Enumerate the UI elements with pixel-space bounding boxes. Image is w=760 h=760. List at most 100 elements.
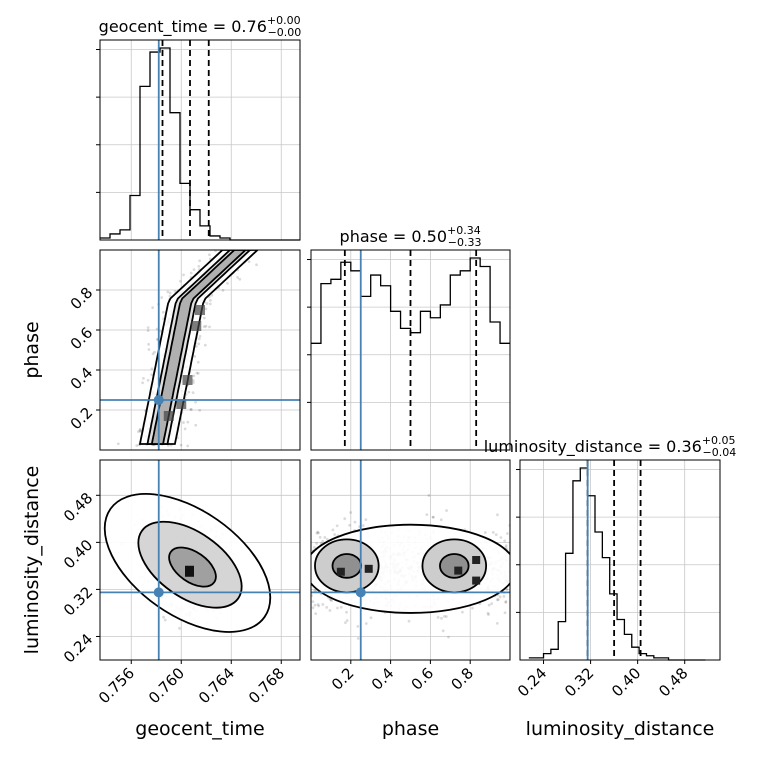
sample-point [186, 444, 190, 448]
sample-point [193, 355, 197, 358]
sample-point [221, 288, 225, 292]
sample-point [330, 599, 333, 602]
sample-point [496, 598, 499, 602]
sample-point [502, 595, 506, 598]
x-axis-label: phase [382, 718, 439, 740]
density-pixel [472, 556, 481, 564]
sample-point [210, 293, 214, 297]
sample-point [471, 606, 474, 610]
sample-point [192, 374, 196, 378]
sample-point [505, 588, 509, 591]
sample-point [195, 371, 199, 375]
title-sub: −0.04 [703, 446, 737, 459]
hist-panel-luminosity_distance: luminosity_distance = 0.36+0.05 −0.04 [484, 434, 737, 661]
sample-point [189, 271, 193, 275]
x-tick-label: 0.48 [655, 664, 691, 700]
title-sup: +0.00 [267, 14, 301, 27]
x-tick-label: 0.756 [95, 664, 138, 707]
x-tick-label: 0.6 [408, 664, 438, 694]
sample-point [173, 289, 177, 293]
sample-point [204, 307, 208, 311]
sample-point [151, 306, 155, 310]
sample-point [483, 531, 487, 534]
panel-frame [99, 459, 301, 661]
sample-point [364, 622, 368, 625]
sample-point [204, 324, 208, 328]
x-axis-label: luminosity_distance [526, 718, 715, 740]
sample-point [194, 400, 198, 404]
sample-point [214, 250, 218, 253]
title-sub: −0.33 [448, 236, 482, 249]
sample-point [503, 539, 507, 543]
panel-frame [310, 249, 511, 451]
sample-point [504, 546, 508, 549]
sample-point [208, 299, 212, 302]
sample-point [504, 600, 508, 603]
sample-point [153, 350, 156, 354]
sample-point [321, 539, 325, 543]
sample-point [498, 595, 502, 599]
sample-point [487, 613, 490, 616]
sample-point [427, 494, 431, 497]
sample-point [179, 443, 183, 447]
y-tick-label: 0.32 [60, 583, 96, 619]
sample-point [328, 609, 332, 612]
sample-point [168, 291, 172, 295]
contour-level [150, 250, 247, 445]
sample-point [191, 391, 195, 395]
sample-point [445, 509, 448, 512]
sample-point [190, 408, 193, 411]
x-tick-label: 0.8 [447, 664, 477, 694]
panel-title: geocent_time = 0.76+0.00 −0.00 [99, 14, 302, 39]
sample-point [447, 635, 450, 639]
title-sub: −0.00 [268, 26, 302, 39]
sample-point [197, 342, 201, 346]
sample-point [146, 326, 150, 330]
sample-point [178, 626, 181, 630]
sample-point [194, 423, 198, 427]
panel-contents [100, 250, 300, 450]
sample-point [490, 602, 494, 606]
sample-point [150, 367, 154, 371]
sample-point [160, 296, 164, 299]
sample-point [187, 390, 191, 394]
sample-point [339, 605, 343, 609]
sample-point [205, 302, 209, 305]
sample-point [236, 276, 240, 279]
sample-point [182, 273, 185, 277]
sample-point [183, 427, 187, 431]
histogram-step [528, 467, 706, 661]
sample-point [313, 589, 317, 593]
sample-point [318, 535, 322, 539]
sample-point [311, 600, 315, 604]
sample-point [139, 427, 142, 431]
sample-point [196, 371, 200, 375]
sample-point [345, 619, 349, 622]
sample-point [311, 606, 315, 610]
y-axis-label: luminosity_distance [21, 466, 43, 655]
sample-point [353, 520, 357, 524]
sample-point [486, 611, 490, 615]
sample-point [364, 518, 368, 522]
x-axis-label: geocent_time [135, 718, 264, 740]
density-pixel [364, 564, 373, 573]
sample-point [369, 616, 373, 620]
sample-point [147, 342, 151, 346]
x-tick-label: 0.40 [608, 664, 644, 700]
x-tick-label: 0.32 [561, 664, 597, 700]
sample-point [495, 622, 499, 625]
sample-point [333, 533, 337, 536]
sample-point [161, 310, 165, 314]
sample-point [226, 281, 229, 285]
sample-point [166, 290, 170, 294]
sample-point [323, 536, 327, 539]
sample-point [151, 352, 155, 356]
sample-point [441, 629, 445, 633]
sample-point [316, 603, 320, 606]
hist-panel-phase: phase = 0.50+0.34 −0.33 [307, 224, 511, 451]
y-tick-label: 0.4 [67, 364, 97, 394]
density-pixel [185, 565, 194, 577]
sample-point [138, 428, 142, 432]
x-tick-label: 0.24 [514, 664, 550, 700]
